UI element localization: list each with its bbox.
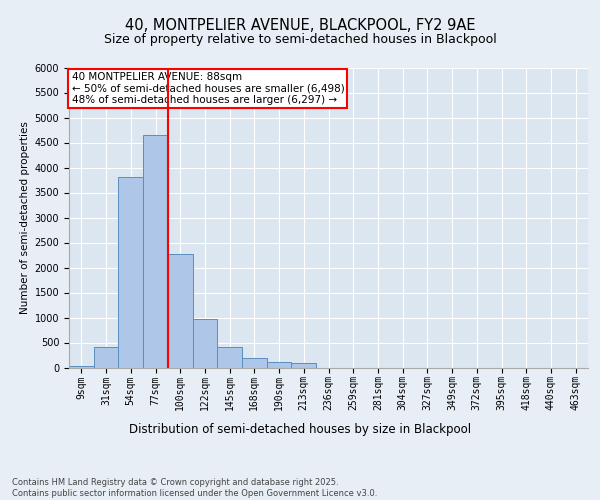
Text: 40, MONTPELIER AVENUE, BLACKPOOL, FY2 9AE: 40, MONTPELIER AVENUE, BLACKPOOL, FY2 9A… [125, 18, 475, 32]
Text: Size of property relative to semi-detached houses in Blackpool: Size of property relative to semi-detach… [104, 32, 496, 46]
Text: Contains HM Land Registry data © Crown copyright and database right 2025.
Contai: Contains HM Land Registry data © Crown c… [12, 478, 377, 498]
Bar [168, 254, 193, 368]
Text: Distribution of semi-detached houses by size in Blackpool: Distribution of semi-detached houses by … [129, 422, 471, 436]
Bar [292, 363, 316, 368]
Bar [267, 362, 292, 368]
Bar [143, 134, 168, 368]
Y-axis label: Number of semi-detached properties: Number of semi-detached properties [20, 121, 31, 314]
Bar [193, 318, 217, 368]
Bar [94, 347, 118, 368]
Text: 40 MONTPELIER AVENUE: 88sqm
← 50% of semi-detached houses are smaller (6,498)
48: 40 MONTPELIER AVENUE: 88sqm ← 50% of sem… [71, 72, 344, 105]
Bar [69, 366, 94, 368]
Bar [118, 176, 143, 368]
Bar [217, 347, 242, 368]
Bar [242, 358, 267, 368]
